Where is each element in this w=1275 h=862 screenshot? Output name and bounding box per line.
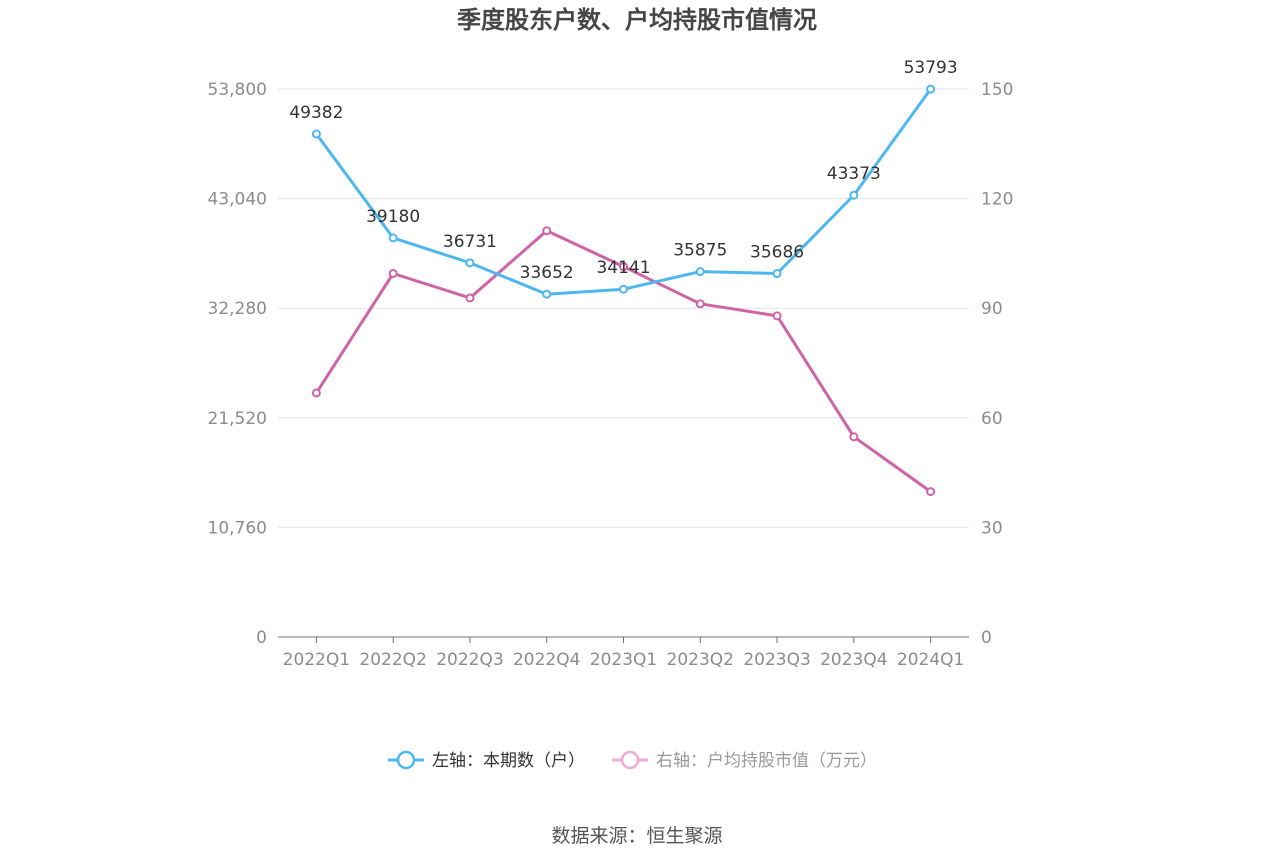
x-axis-tick-label: 2022Q1 xyxy=(283,650,350,670)
x-axis-tick-label: 2022Q4 xyxy=(513,650,580,670)
series-1: 49382 39180 36731 33652 34141 35875 35686 43373… xyxy=(289,58,958,299)
data-point[interactable] xyxy=(772,269,782,279)
data-point[interactable] xyxy=(465,258,475,268)
data-point[interactable] xyxy=(311,388,321,398)
data-point[interactable] xyxy=(542,226,552,236)
x-axis-tick-label: 2023Q4 xyxy=(820,650,887,670)
x-axis-tick-label: 2022Q3 xyxy=(436,650,503,670)
legend-marker-icon xyxy=(620,750,640,770)
left-axis-tick-label: 43,040 xyxy=(208,190,267,210)
x-axis-tick-label: 2023Q3 xyxy=(743,650,810,670)
data-label: 34141 xyxy=(596,258,650,278)
series-2 xyxy=(311,226,936,497)
x-axis-tick-label: 2023Q2 xyxy=(667,650,734,670)
data-point[interactable] xyxy=(926,84,936,94)
legend-item-2[interactable]: 右轴：户均持股市值（万元） xyxy=(612,750,877,771)
data-point[interactable] xyxy=(542,289,552,299)
data-point[interactable] xyxy=(926,487,936,497)
axes: 0 0 10,760 30 21,520 60 32,280 90 43,040 120 53,80… xyxy=(208,80,1014,670)
legend-label: 右轴：户均持股市值（万元） xyxy=(656,751,877,771)
x-axis-tick-label: 2023Q1 xyxy=(590,650,657,670)
data-point[interactable] xyxy=(388,233,398,243)
right-axis-tick-label: 0 xyxy=(981,628,992,648)
data-point[interactable] xyxy=(695,299,705,309)
left-axis-tick-label: 0 xyxy=(256,628,267,648)
grid xyxy=(278,88,969,528)
chart-title: 季度股东户数、户均持股市值情况 xyxy=(457,6,817,34)
right-axis-tick-label: 60 xyxy=(981,409,1003,429)
data-point[interactable] xyxy=(695,267,705,277)
data-label: 43373 xyxy=(827,164,881,184)
data-point[interactable] xyxy=(619,262,628,272)
legend-label: 左轴：本期数（户） xyxy=(432,751,585,771)
data-point[interactable] xyxy=(388,268,398,278)
source-note: 数据来源：恒生聚源 xyxy=(551,825,722,847)
legend[interactable]: 左轴：本期数（户） 右轴：户均持股市值（万元） xyxy=(388,750,877,771)
right-axis-tick-label: 120 xyxy=(981,190,1013,210)
data-label: 33652 xyxy=(520,263,574,283)
left-axis-tick-label: 53,800 xyxy=(208,80,267,100)
x-axis-tick-label: 2022Q2 xyxy=(359,650,426,670)
left-axis-tick-label: 21,520 xyxy=(208,409,267,429)
data-label: 35875 xyxy=(673,241,727,261)
left-axis-tick-label: 10,760 xyxy=(208,518,267,538)
right-axis-tick-label: 150 xyxy=(981,80,1013,100)
data-label: 35686 xyxy=(750,243,804,263)
data-label: 53793 xyxy=(904,58,958,78)
right-axis-tick-label: 90 xyxy=(981,299,1003,319)
legend-marker-icon xyxy=(396,750,416,770)
data-point[interactable] xyxy=(619,284,628,294)
left-axis-tick-label: 32,280 xyxy=(208,299,267,319)
series-group: 49382 39180 36731 33652 34141 35875 35686 43373… xyxy=(289,58,958,497)
data-point[interactable] xyxy=(311,129,321,139)
x-axis-tick-label: 2024Q1 xyxy=(897,650,964,670)
right-axis-tick-label: 30 xyxy=(981,518,1003,538)
legend-item-1[interactable]: 左轴：本期数（户） xyxy=(388,750,585,771)
data-label: 36731 xyxy=(443,232,497,252)
data-point[interactable] xyxy=(849,432,859,442)
data-point[interactable] xyxy=(849,190,859,200)
data-label: 49382 xyxy=(289,103,343,123)
data-label: 39180 xyxy=(366,207,420,227)
data-point[interactable] xyxy=(465,293,475,303)
data-point[interactable] xyxy=(772,311,782,321)
